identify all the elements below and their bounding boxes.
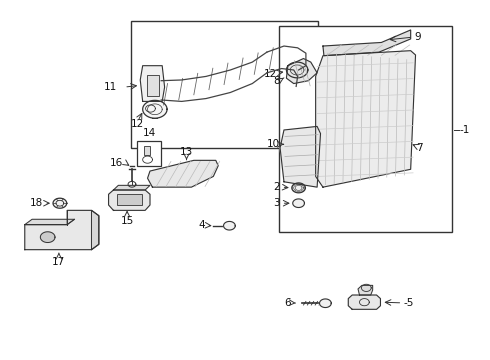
Polygon shape bbox=[319, 299, 331, 307]
Polygon shape bbox=[287, 62, 308, 78]
Text: -5: -5 bbox=[403, 298, 414, 308]
Polygon shape bbox=[114, 185, 150, 190]
Polygon shape bbox=[25, 210, 99, 249]
Polygon shape bbox=[280, 126, 320, 187]
Text: 4: 4 bbox=[198, 220, 205, 230]
Bar bbox=[144, 146, 150, 155]
Text: 12: 12 bbox=[264, 68, 277, 78]
Polygon shape bbox=[25, 219, 74, 225]
Text: 17: 17 bbox=[52, 257, 66, 267]
Polygon shape bbox=[287, 59, 317, 84]
Polygon shape bbox=[358, 285, 373, 295]
Polygon shape bbox=[348, 295, 380, 309]
Polygon shape bbox=[143, 100, 167, 118]
Bar bbox=[137, 141, 161, 166]
Polygon shape bbox=[147, 160, 218, 187]
Text: 18: 18 bbox=[29, 198, 43, 208]
Polygon shape bbox=[40, 232, 55, 243]
Bar bbox=[130, 21, 318, 148]
Polygon shape bbox=[293, 199, 304, 207]
Polygon shape bbox=[140, 66, 165, 102]
Polygon shape bbox=[292, 183, 305, 193]
Text: 14: 14 bbox=[143, 128, 156, 138]
Text: 16: 16 bbox=[110, 158, 123, 168]
Text: 13: 13 bbox=[180, 147, 193, 157]
Polygon shape bbox=[53, 198, 67, 208]
Bar bbox=[279, 26, 452, 232]
Polygon shape bbox=[109, 190, 150, 210]
Text: 2: 2 bbox=[273, 182, 280, 192]
Text: -1: -1 bbox=[460, 125, 470, 135]
Text: 10: 10 bbox=[267, 139, 280, 149]
Polygon shape bbox=[316, 51, 416, 187]
Text: 12: 12 bbox=[130, 118, 144, 129]
Polygon shape bbox=[92, 210, 99, 249]
Polygon shape bbox=[323, 30, 411, 56]
Text: 3: 3 bbox=[273, 198, 280, 208]
Text: 6: 6 bbox=[285, 298, 291, 308]
Bar bbox=[117, 194, 142, 205]
Polygon shape bbox=[223, 221, 235, 230]
Text: 9: 9 bbox=[414, 32, 421, 42]
Text: 8: 8 bbox=[273, 76, 280, 86]
Text: 15: 15 bbox=[121, 216, 134, 226]
Polygon shape bbox=[362, 284, 371, 292]
Text: 11: 11 bbox=[104, 82, 117, 92]
Bar bbox=[147, 75, 159, 96]
Text: 7: 7 bbox=[416, 143, 423, 153]
